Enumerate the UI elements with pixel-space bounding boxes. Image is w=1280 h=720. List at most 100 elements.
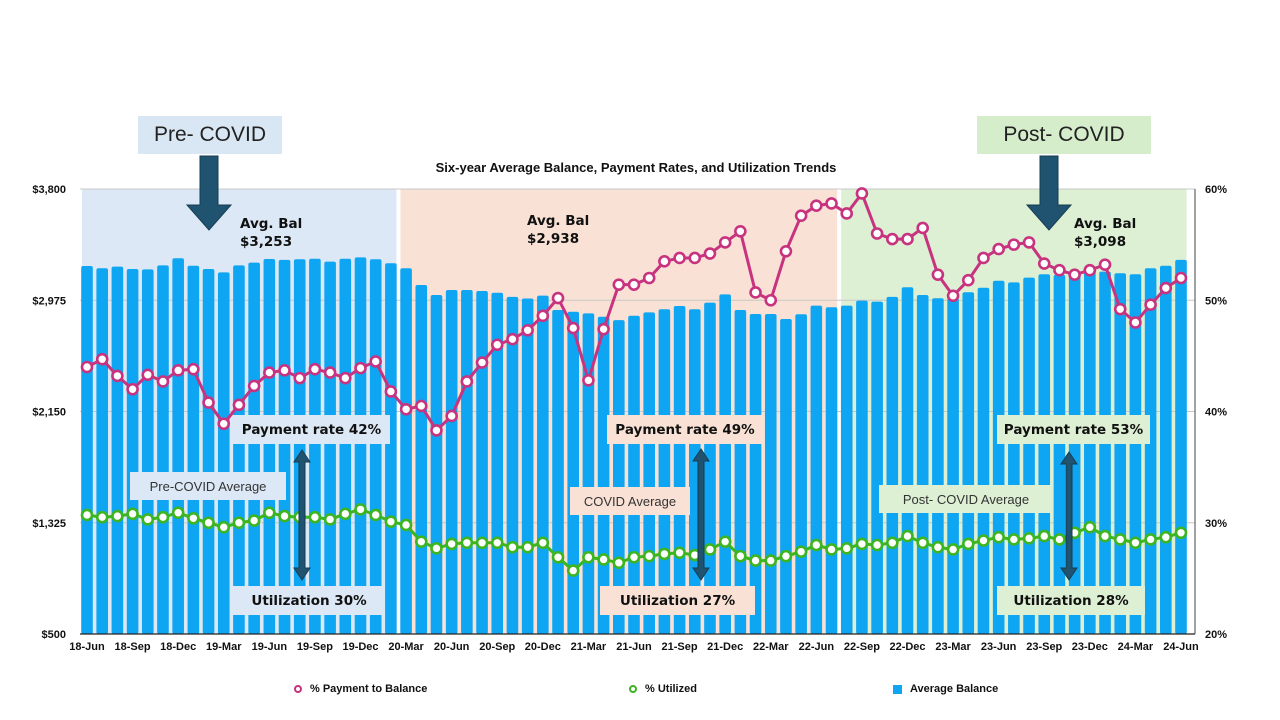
bar-average-balance	[749, 314, 762, 634]
point-utilized	[1144, 533, 1157, 546]
point-payment	[369, 355, 382, 368]
point-utilized	[901, 529, 914, 543]
point-utilized	[566, 564, 580, 577]
point-utilized	[80, 508, 94, 522]
point-payment	[992, 242, 1005, 256]
point-utilized	[521, 540, 534, 554]
x-tick-label: 23-Sep	[1026, 641, 1062, 653]
point-utilized	[597, 553, 610, 566]
bar-average-balance	[1114, 273, 1127, 634]
legend-label: % Utilized	[645, 683, 697, 695]
double-arrow-icon	[692, 448, 710, 581]
point-utilized	[187, 511, 200, 525]
y-left-tick-label: $3,800	[32, 184, 66, 196]
y-right-tick-label: 30%	[1205, 518, 1227, 530]
point-payment	[430, 424, 443, 437]
bar-average-balance	[476, 290, 488, 634]
point-payment	[156, 375, 170, 388]
point-payment	[126, 382, 139, 396]
point-payment	[551, 291, 565, 305]
point-utilized	[658, 547, 671, 561]
point-utilized	[764, 554, 778, 567]
point-utilized	[1083, 520, 1097, 534]
average-label-pre: Pre-COVID Average	[130, 472, 286, 500]
avg-bal-value: $3,098	[1074, 234, 1127, 250]
point-payment	[931, 268, 945, 281]
x-tick-label: 20-Dec	[525, 641, 561, 653]
bar-average-balance	[886, 296, 899, 634]
point-payment	[794, 209, 808, 222]
point-payment	[961, 273, 975, 287]
legend-payment: % Payment to Balance	[294, 683, 427, 695]
point-payment	[187, 362, 200, 376]
bar-average-balance	[764, 314, 777, 634]
point-utilized	[1098, 529, 1112, 543]
point-utilized	[673, 546, 686, 560]
y-left-tick-label: $2,975	[32, 295, 66, 307]
down-arrow-icon	[185, 155, 233, 231]
bar-average-balance	[521, 298, 534, 634]
x-tick-label: 21-Dec	[707, 641, 743, 653]
bar-average-balance	[947, 298, 959, 634]
point-payment	[293, 371, 307, 385]
point-utilized	[825, 543, 838, 556]
point-utilized	[460, 536, 474, 550]
point-payment	[323, 366, 337, 379]
point-payment	[734, 224, 747, 238]
point-utilized	[111, 509, 124, 523]
point-utilized	[1113, 533, 1127, 546]
x-tick-label: 21-Jun	[616, 641, 652, 653]
bar-average-balance	[1175, 259, 1187, 634]
average-label-covid: COVID Average	[570, 487, 690, 515]
point-utilized	[217, 520, 231, 534]
point-payment	[886, 232, 899, 246]
bar-average-balance	[795, 314, 807, 634]
bar-average-balance	[157, 265, 169, 634]
avg-bal-covid: Avg. Bal $2,938	[527, 212, 589, 248]
payment-rate-post: Payment rate 53%	[997, 415, 1150, 444]
pre-covid-tag: Pre- COVID	[138, 116, 282, 154]
point-payment	[1083, 263, 1097, 277]
point-payment	[1007, 238, 1021, 251]
avg-bal-value: $2,938	[527, 231, 580, 247]
point-utilized	[323, 513, 337, 526]
point-payment	[95, 352, 109, 366]
point-payment	[263, 366, 276, 379]
point-payment	[658, 255, 671, 268]
bar-average-balance	[856, 300, 868, 634]
bar-average-balance	[415, 285, 428, 634]
legend-marker-payment	[294, 685, 302, 693]
point-payment	[247, 379, 261, 393]
bar-average-balance	[430, 294, 443, 634]
bar-average-balance	[1084, 268, 1096, 634]
point-payment	[475, 356, 489, 369]
point-payment	[840, 207, 854, 220]
point-utilized	[232, 516, 246, 530]
point-utilized	[384, 515, 398, 528]
bar-average-balance	[719, 294, 731, 634]
bar-average-balance	[567, 311, 580, 634]
down-arrow-icon	[1025, 155, 1073, 231]
legend-marker-utilized	[629, 685, 637, 693]
point-payment	[901, 232, 914, 246]
point-payment	[582, 374, 595, 387]
bar-average-balance	[248, 262, 260, 634]
point-payment	[384, 385, 398, 398]
point-payment	[1174, 271, 1188, 285]
point-payment	[399, 402, 413, 416]
bar-average-balance	[1038, 274, 1051, 634]
point-utilized	[855, 537, 869, 551]
point-utilized	[126, 507, 139, 521]
bar-average-balance	[263, 258, 276, 634]
bar-average-balance	[187, 265, 200, 634]
point-utilized	[156, 510, 170, 524]
point-payment	[642, 271, 656, 285]
bar-average-balance	[111, 266, 124, 634]
point-payment	[1037, 257, 1051, 270]
y-right-tick-label: 20%	[1205, 629, 1227, 641]
avg-bal-value: $3,253	[240, 234, 293, 250]
point-payment	[354, 361, 367, 375]
bar-average-balance	[977, 287, 990, 634]
point-utilized	[916, 536, 929, 550]
